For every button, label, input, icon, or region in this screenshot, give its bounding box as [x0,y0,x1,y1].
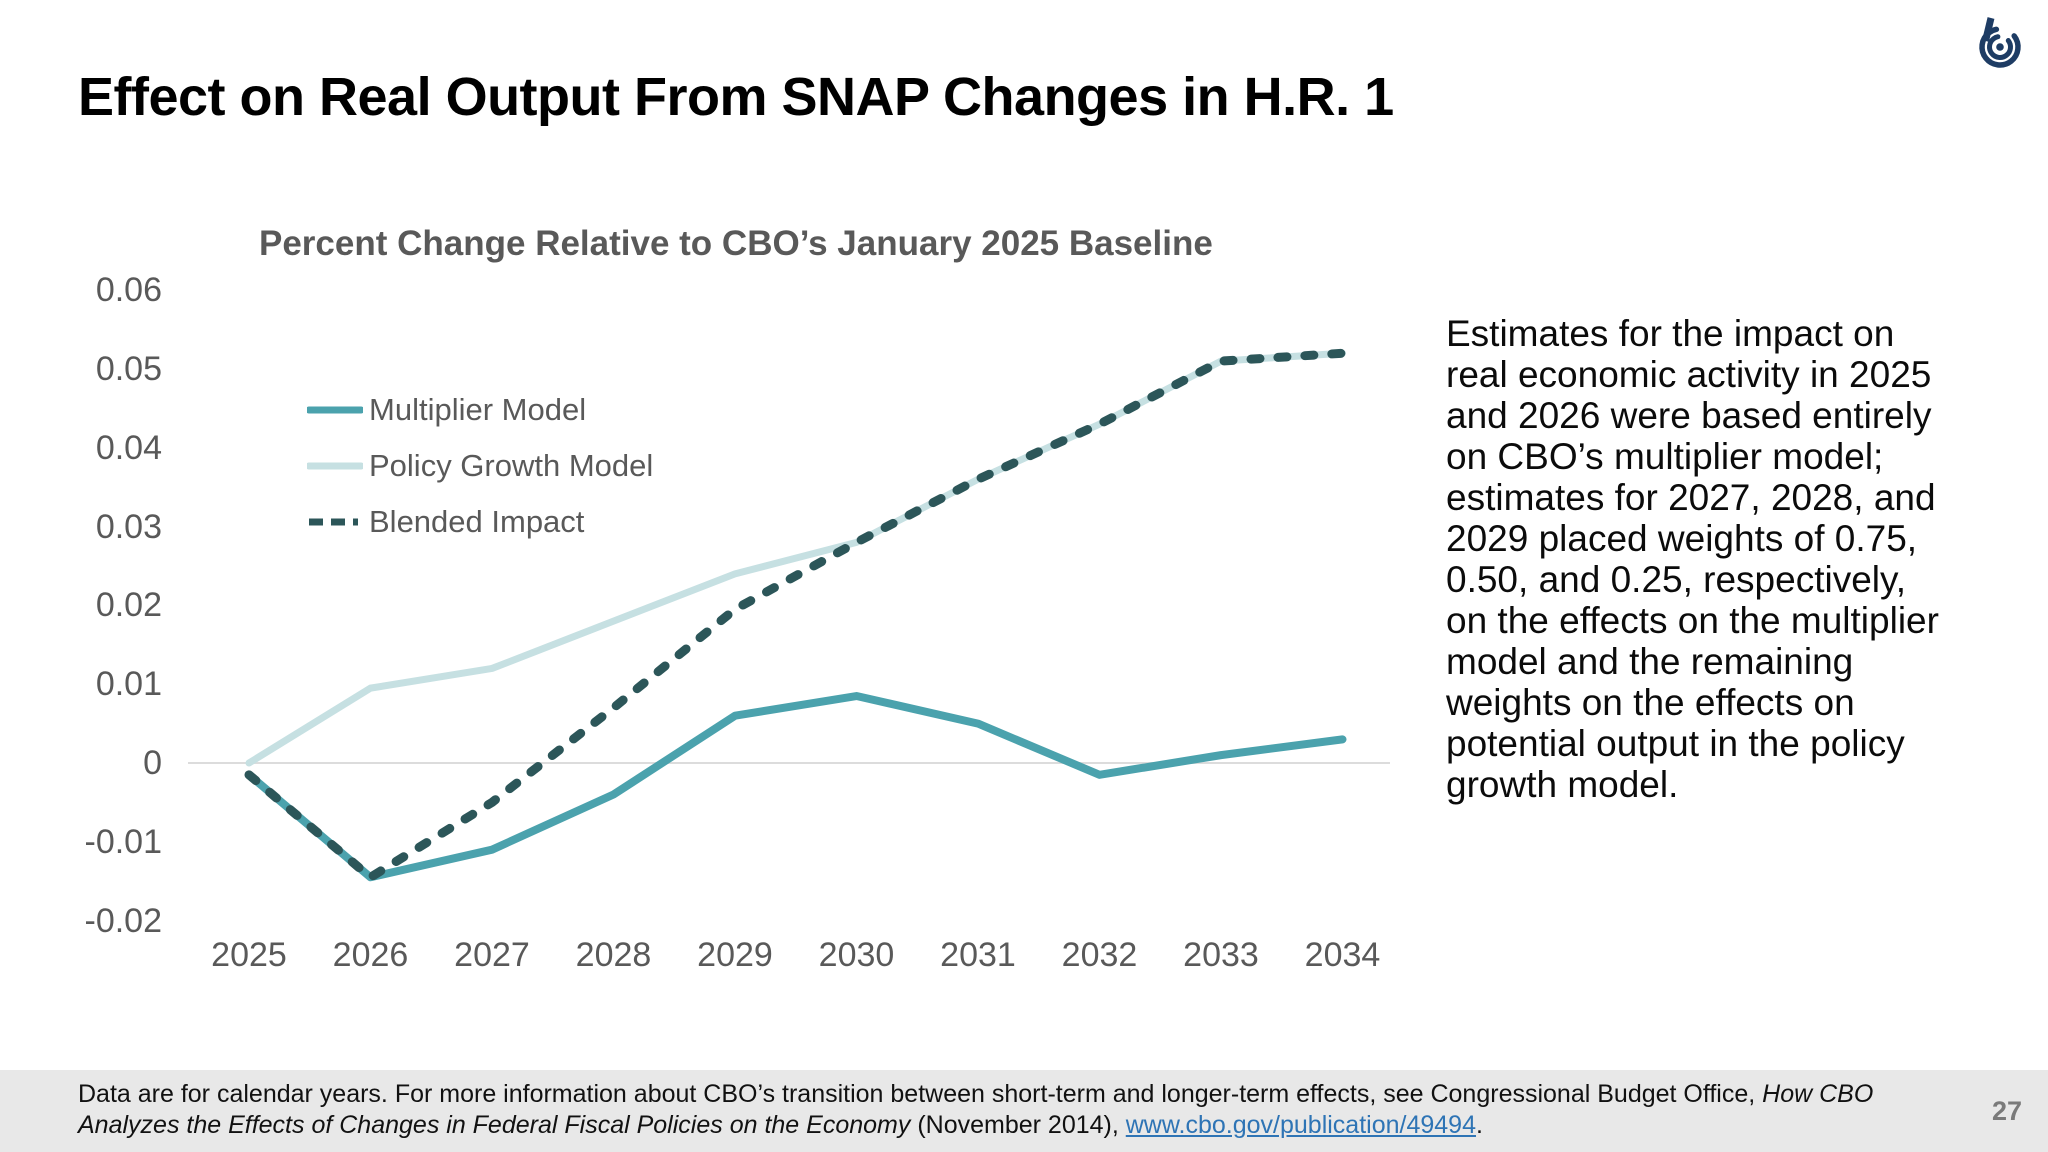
y-axis-tick-label: 0.01 [95,665,162,704]
legend-label-policy-growth-model: Policy Growth Model [369,448,654,483]
legend-item-policy-growth-model: Policy Growth Model [307,438,653,494]
x-axis-tick-label: 2034 [1304,936,1381,974]
footnote-italic-text: How CBO Analyzes the Effects of Changes … [78,1080,1874,1139]
y-axis-tick-label: -0.01 [84,822,163,861]
y-axis-tick-label: 0.02 [95,586,162,625]
footnote-text: Data are for calendar years. For more in… [78,1079,1908,1141]
y-axis-tick-label: 0 [143,744,162,782]
legend-item-blended-impact: Blended Impact [307,494,653,550]
x-axis-tick-label: 2032 [1061,936,1138,974]
footer-band: Data are for calendar years. For more in… [0,1070,2048,1152]
cbo-logo [1979,17,2021,68]
x-axis-tick-label: 2028 [575,936,652,974]
line-multiplier-model [245,692,1347,882]
footnote-plain-text: . [1475,1111,1483,1139]
x-axis-tick-label: 2025 [211,936,287,974]
x-axis-tick-label: 2033 [1183,936,1259,974]
y-axis-tick-label: 0.04 [95,428,162,467]
chart-svg [188,348,1390,882]
footnote-plain-text: (November 2014), [910,1111,1126,1139]
legend-swatch-policy-growth-model [307,462,363,470]
y-axis-tick-label: 0.06 [95,271,162,310]
x-axis-tick-label: 2027 [454,936,530,974]
footnote-link[interactable]: www.cbo.gov/publication/49494 [1125,1111,1476,1139]
page-number: 27 [1991,1096,2022,1126]
line-blended-impact [244,348,1347,882]
chart-title: Percent Change Relative to CBO’s January… [259,224,1213,263]
legend-label-blended-impact: Blended Impact [369,504,585,539]
x-axis-tick-label: 2030 [818,936,895,974]
legend-label-multiplier-model: Multiplier Model [369,392,587,427]
y-axis-tick-label: 0.05 [95,350,162,388]
slide-title: Effect on Real Output From SNAP Changes … [78,67,1394,127]
y-axis-tick-label: 0.03 [95,507,162,546]
x-axis-tick-label: 2026 [332,936,409,974]
legend-swatch-blended-impact [309,518,361,526]
footnote-plain-text: Data are for calendar years. For more in… [78,1080,1763,1108]
chart-legend: Multiplier Model Policy Growth Model Blend… [307,382,653,550]
x-axis-tick-label: 2031 [940,936,1016,974]
legend-swatch-multiplier-model [307,406,363,414]
annotation-text: Estimates for the impact on real economi… [1446,313,1939,805]
legend-item-multiplier-model: Multiplier Model [307,382,653,438]
y-axis-tick-label: -0.02 [84,901,163,940]
x-axis-tick-label: 2029 [697,936,773,974]
